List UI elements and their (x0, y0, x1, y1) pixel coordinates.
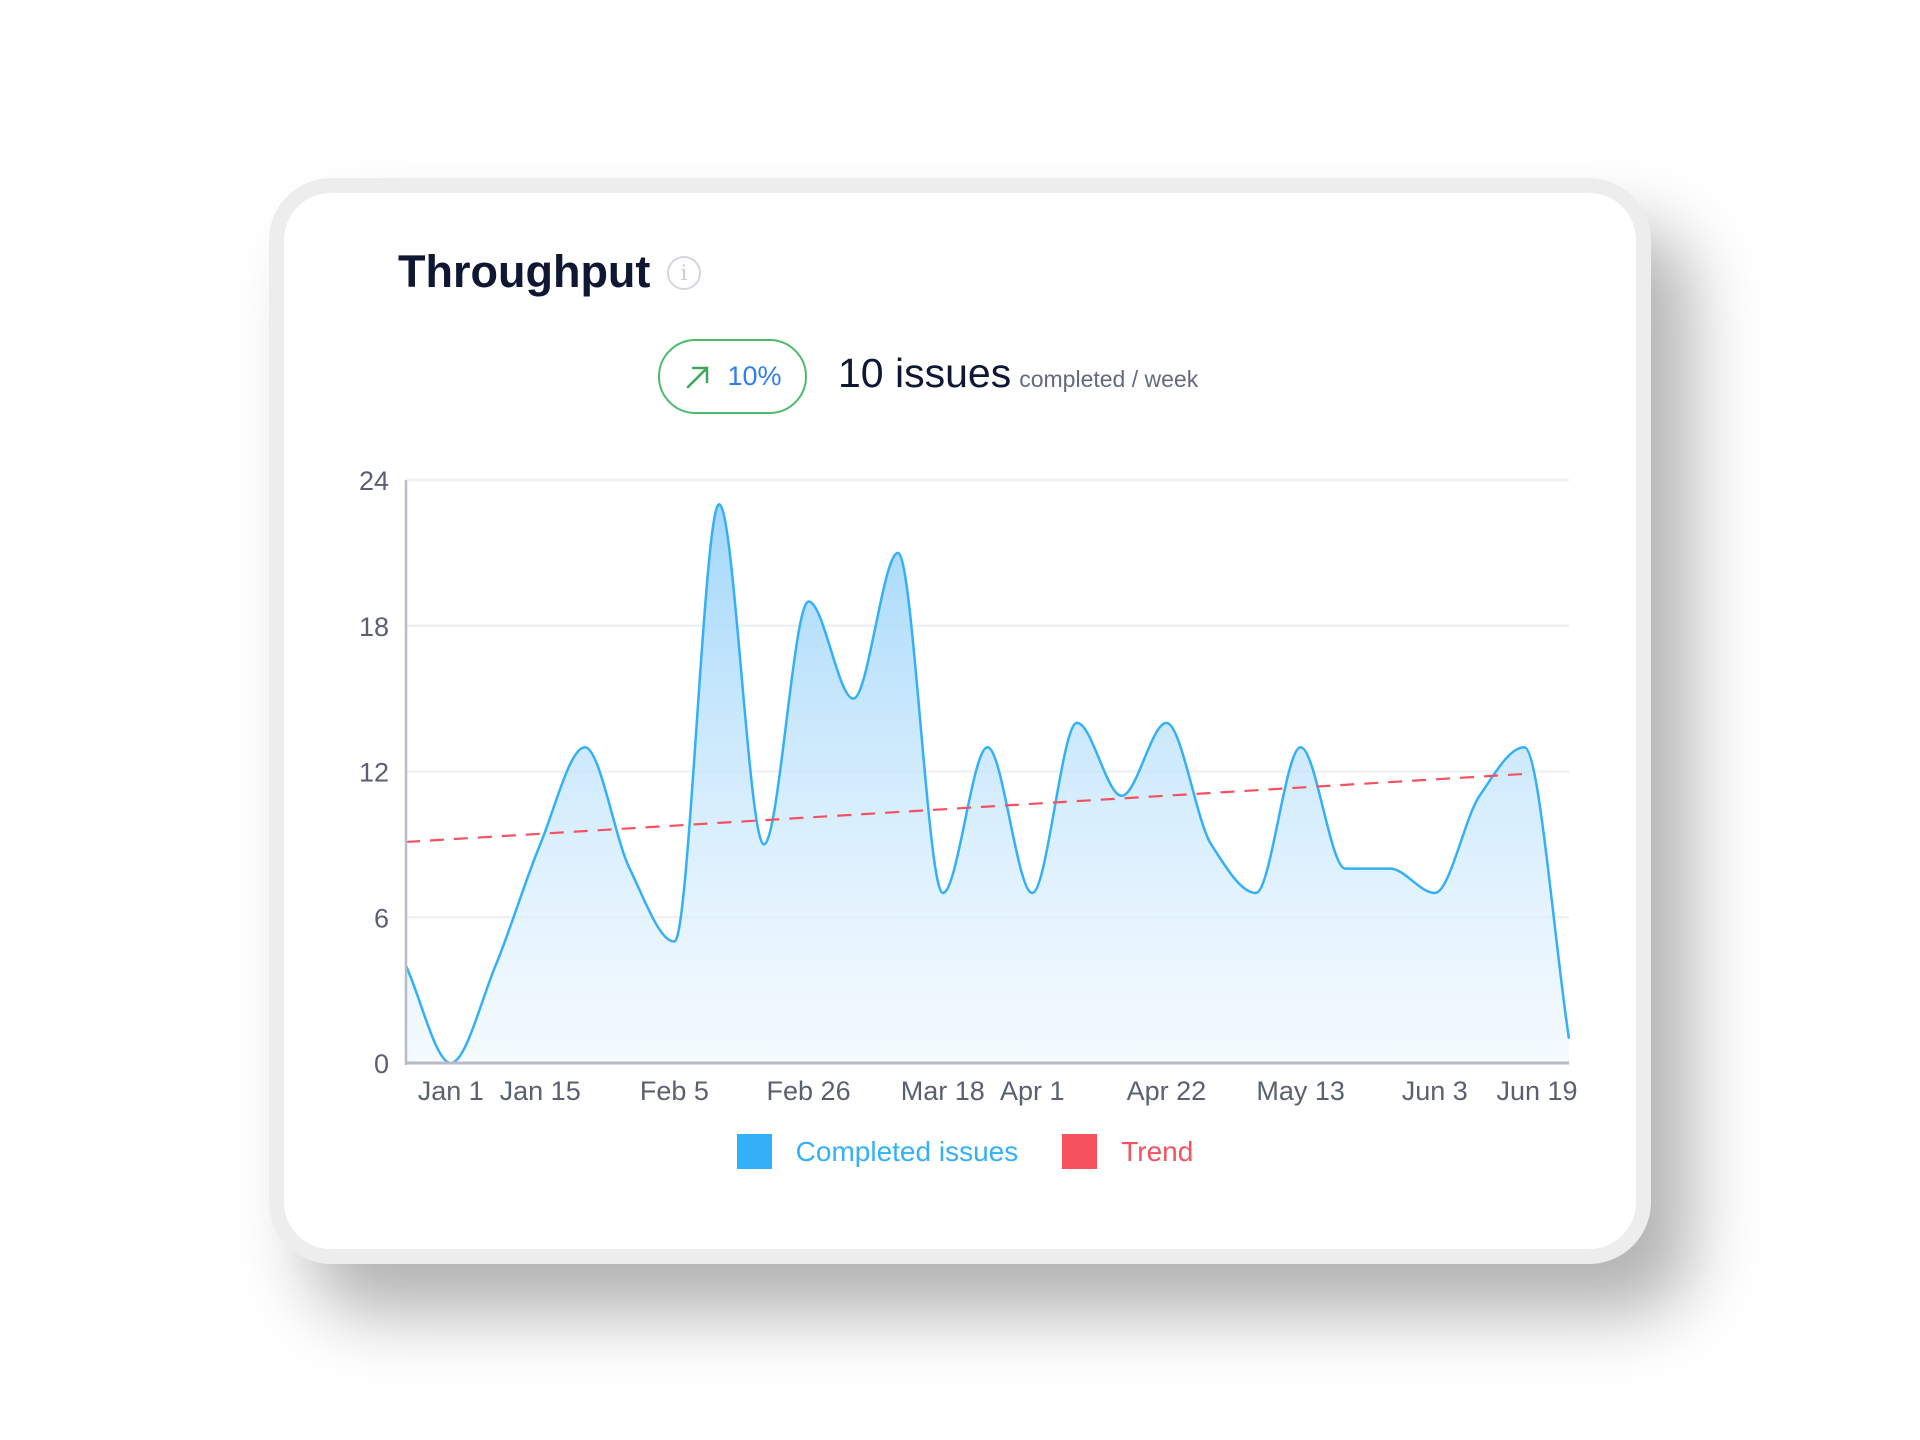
y-tick-label: 6 (374, 903, 389, 933)
completed-issues-line (404, 503, 1571, 1065)
throughput-metric: 10 issues completed / week (838, 350, 1198, 397)
legend-swatch-completed (736, 1134, 772, 1169)
legend-item-trend[interactable]: Trend (1062, 1134, 1193, 1169)
legend-label-trend: Trend (1121, 1135, 1194, 1167)
arrow-up-right-icon (687, 366, 709, 388)
completed-issues-area (406, 504, 1569, 1063)
x-tick-label: Jan 15 (500, 1076, 581, 1106)
x-tick-label: May 13 (1256, 1076, 1345, 1106)
change-percent: 10% (727, 361, 782, 391)
legend-swatch-trend (1062, 1134, 1098, 1169)
legend-item-completed-issues[interactable]: Completed issues (736, 1134, 1019, 1169)
x-tick-label: Jan 1 (418, 1076, 484, 1106)
x-tick-label: Apr 1 (1000, 1076, 1065, 1106)
metric-value: 10 issues (838, 350, 1012, 396)
legend: Completed issues Trend (0, 1134, 1920, 1169)
legend-label-completed: Completed issues (795, 1135, 1019, 1167)
throughput-card (269, 178, 1651, 1264)
x-tick-label: Jun 19 (1497, 1076, 1578, 1106)
change-badge: 10% (658, 339, 807, 414)
x-tick-label: Mar 18 (901, 1076, 985, 1106)
trend-line (405, 772, 1525, 844)
y-tick-label: 12 (359, 758, 389, 788)
y-tick-label: 24 (359, 466, 389, 496)
x-tick-label: Feb 26 (767, 1076, 851, 1106)
card-title: Throughput (398, 246, 651, 297)
info-circle-icon[interactable]: i (667, 256, 701, 290)
x-tick-label: Apr 22 (1127, 1076, 1207, 1106)
x-tick-label: Jun 3 (1402, 1076, 1468, 1106)
x-tick-label: Feb 5 (640, 1076, 709, 1106)
metric-unit: completed / week (1019, 366, 1199, 392)
y-tick-label: 18 (359, 612, 389, 642)
y-tick-label: 0 (374, 1049, 389, 1079)
